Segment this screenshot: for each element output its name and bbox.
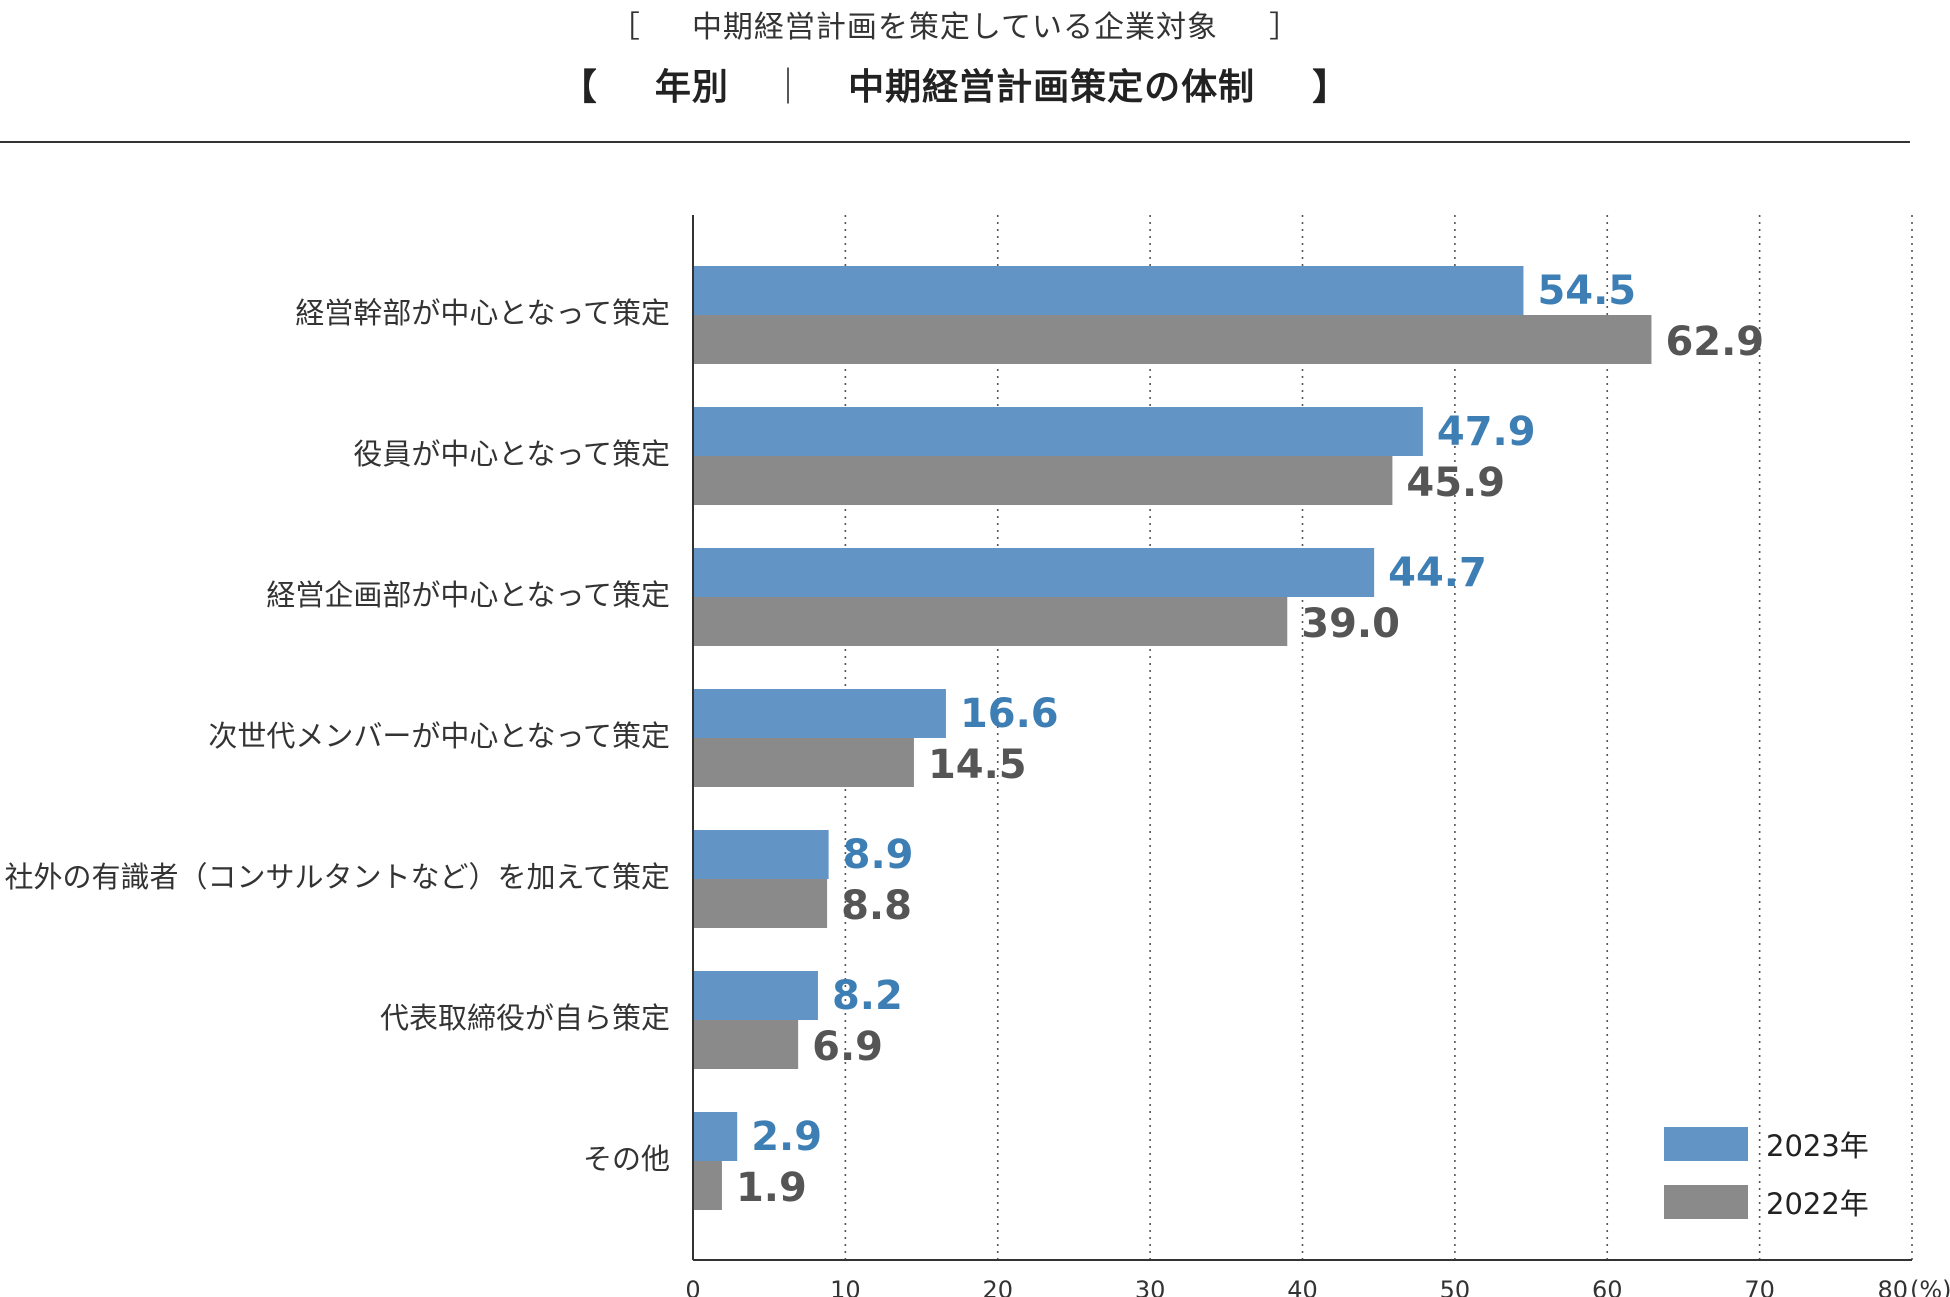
x-tick-label: 10	[830, 1276, 861, 1297]
chart-title: 【 年別 ｜ 中期経営計画策定の体制 】	[0, 58, 1910, 110]
bar-2023	[693, 548, 1375, 597]
bar-2023	[693, 407, 1423, 456]
subtitle-close-bracket: ］	[1269, 10, 1301, 45]
data-label-2023: 54.5	[1537, 268, 1636, 314]
bar-2022	[693, 597, 1288, 646]
title-left: 年別	[654, 67, 729, 108]
x-tick-label: 60	[1592, 1276, 1623, 1297]
data-label-2023: 2.9	[751, 1114, 822, 1160]
bar-2023	[693, 1112, 738, 1161]
x-unit-label: (%)	[1910, 1276, 1950, 1297]
legend-label-2023: 2023年	[1766, 1129, 1869, 1163]
x-tick-label: 0	[685, 1276, 700, 1297]
data-label-2022: 1.9	[736, 1165, 807, 1211]
x-tick-label: 70	[1744, 1276, 1775, 1297]
legend-swatch-2022	[1664, 1185, 1748, 1219]
bar-2023	[693, 266, 1524, 315]
bar-2022	[693, 738, 914, 787]
title-close-bracket: 】	[1312, 67, 1350, 108]
title-right: 中期経営計画策定の体制	[848, 67, 1256, 108]
x-tick-label: 50	[1440, 1276, 1471, 1297]
data-label-2023: 8.9	[843, 832, 914, 878]
x-tick-label: 20	[982, 1276, 1013, 1297]
legend-swatch-2023	[1664, 1127, 1748, 1161]
data-label-2022: 6.9	[812, 1024, 883, 1070]
category-label: 経営企画部が中心となって策定	[266, 578, 670, 612]
bar-2022	[693, 1161, 722, 1210]
category-label: 代表取締役が自ら策定	[380, 1001, 670, 1035]
data-label-2023: 16.6	[960, 691, 1059, 737]
category-label: 役員が中心となって策定	[353, 437, 670, 471]
title-open-bracket: 【	[560, 67, 598, 108]
x-tick-label: 80	[1877, 1276, 1908, 1297]
category-label: 経営幹部が中心となって策定	[295, 296, 670, 330]
bar-2023	[693, 689, 946, 738]
data-label-2022: 8.8	[841, 883, 912, 929]
data-label-2022: 14.5	[928, 742, 1027, 788]
header-divider	[0, 141, 1910, 143]
legend-label-2022: 2022年	[1766, 1187, 1869, 1221]
category-label: 社外の有識者（コンサルタントなど）を加えて策定	[4, 860, 670, 894]
data-label-2022: 39.0	[1301, 601, 1400, 647]
category-label: 次世代メンバーが中心となって策定	[208, 719, 670, 753]
bar-2023	[693, 830, 829, 879]
title-separator: ｜	[769, 67, 807, 108]
data-label-2022: 62.9	[1665, 319, 1764, 365]
data-label-2023: 47.9	[1437, 409, 1536, 455]
chart-subtitle: ［ 中期経営計画を策定している企業対象 ］	[0, 2, 1910, 46]
data-label-2023: 8.2	[832, 973, 903, 1019]
bar-2022	[693, 315, 1652, 364]
data-label-2022: 45.9	[1406, 460, 1505, 506]
data-label-2023: 44.7	[1388, 550, 1487, 596]
bar-2022	[693, 879, 828, 928]
category-label: その他	[583, 1142, 670, 1176]
subtitle-text: 中期経営計画を策定している企業対象	[691, 10, 1219, 45]
bar-2022	[693, 1020, 799, 1069]
x-tick-label: 40	[1287, 1276, 1318, 1297]
x-tick-label: 30	[1135, 1276, 1166, 1297]
subtitle-open-bracket: ［	[609, 10, 641, 45]
bar-2023	[693, 971, 818, 1020]
bar-2022	[693, 456, 1393, 505]
